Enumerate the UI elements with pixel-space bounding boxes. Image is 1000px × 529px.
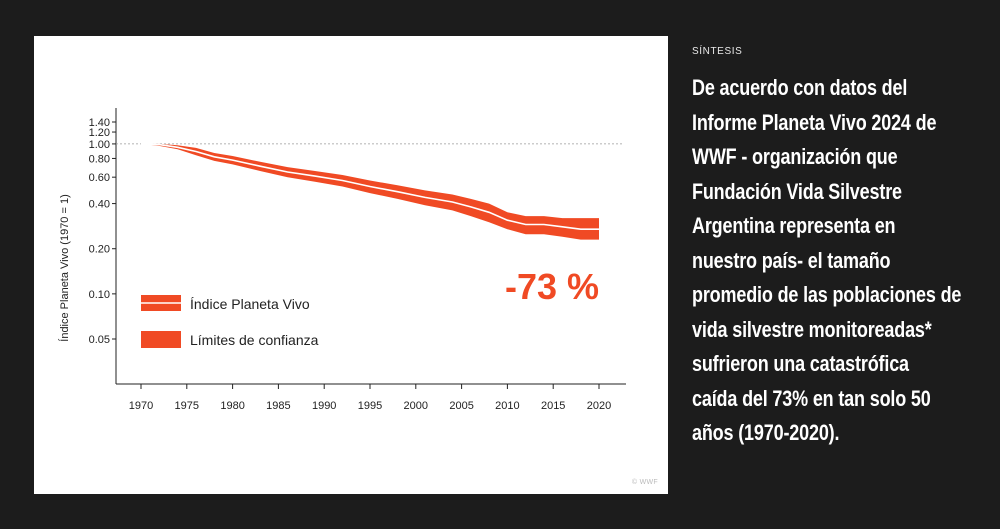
x-tick-label: 1985 (266, 400, 290, 412)
synthesis-line: Fundación Vida Silvestre (692, 178, 902, 204)
wwf-credit: © WWF (631, 479, 658, 486)
synthesis-line: años (1970-2020). (692, 420, 840, 445)
legend-swatch-confidence (141, 331, 181, 348)
synthesis-line: Informe Planeta Vivo 2024 de (692, 109, 937, 135)
x-tick-label: 2015 (541, 400, 565, 412)
decline-annotation: -73 % (505, 266, 599, 307)
index-line (140, 143, 599, 230)
chart-panel: 1.40 1.20 1.00 0.80 0.60 0.40 0.20 0.10 0.05 1970… (34, 36, 668, 494)
y-tick-label: 0.60 (89, 172, 110, 184)
x-tick-label: 1970 (129, 400, 153, 412)
y-axis-title: Índice Planeta Vivo (1970 = 1) (58, 194, 71, 341)
x-tick-label: 1975 (175, 400, 199, 412)
section-kicker: SÍNTESIS (692, 46, 743, 57)
legend-label-confidence: Límites de confianza (190, 332, 319, 348)
y-tick-label: 0.05 (89, 334, 110, 346)
synthesis-line: promedio de las poblaciones de (692, 282, 962, 307)
synthesis-line: vida silvestre monitoreadas* (692, 316, 932, 342)
synthesis-panel: SÍNTESIS De acuerdo con datos del Informe… (692, 46, 992, 451)
synthesis-line: nuestro país- el tamaño (692, 247, 891, 273)
x-tick-label: 2005 (449, 400, 473, 412)
confidence-band (141, 143, 599, 240)
y-tick-label: 1.20 (89, 127, 110, 139)
x-tick-label: 1990 (312, 400, 336, 412)
x-tick-label: 2010 (495, 400, 519, 412)
synthesis-line: sufrieron una catastrófica (692, 351, 909, 376)
y-tick-label: 1.00 (89, 139, 110, 151)
synthesis-line: WWF - organización que (692, 144, 898, 169)
y-tick-label: 0.20 (89, 244, 110, 256)
x-tick-label: 1980 (220, 400, 244, 412)
x-tick-label: 2020 (587, 400, 611, 412)
synthesis-line: Argentina representa en (692, 213, 896, 238)
y-tick-label: 0.80 (89, 153, 110, 165)
legend-label-index: Índice Planeta Vivo (190, 296, 310, 312)
x-tick-label: 1995 (358, 400, 382, 412)
synthesis-line: De acuerdo con datos del (692, 75, 908, 100)
x-tick-label: 2000 (404, 400, 428, 412)
synthesis-text: De acuerdo con datos del Informe Planeta … (692, 71, 992, 451)
y-tick-label: 0.40 (89, 199, 110, 211)
y-tick-label: 0.10 (89, 289, 110, 301)
synthesis-line: caída del 73% en tan solo 50 (692, 385, 931, 411)
living-planet-index-chart: 1.401.201.00 0.80 0.60 0.40 0.20 0.10 0.05 1970… (58, 108, 626, 412)
y-tick-label: 1.40 (89, 117, 110, 129)
